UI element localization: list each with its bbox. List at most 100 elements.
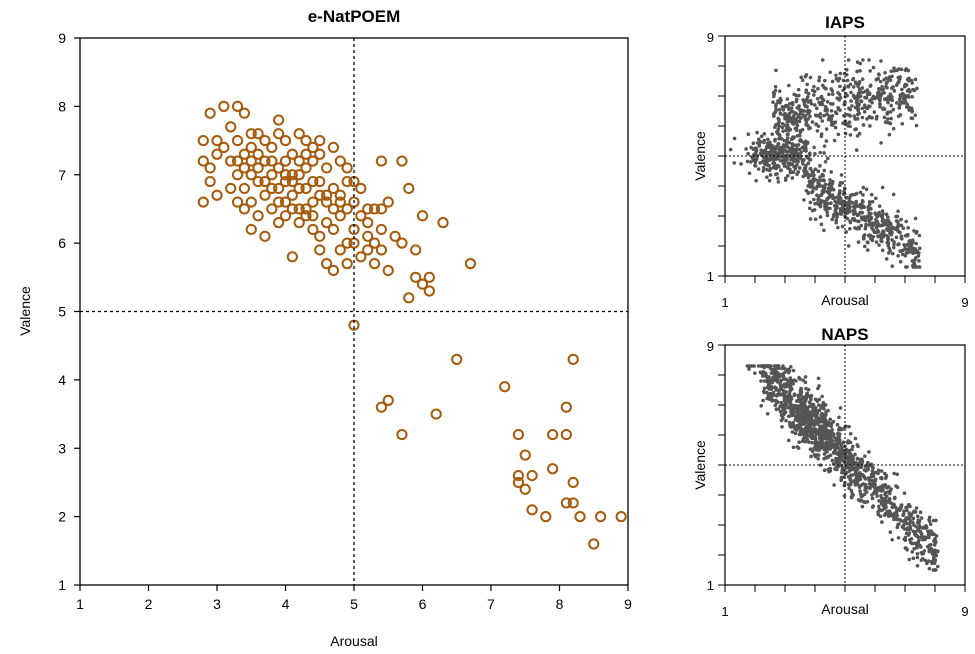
data-point (788, 365, 793, 369)
data-point (816, 86, 820, 91)
data-point (300, 210, 312, 222)
main-y-tick-label: 8 (58, 98, 66, 114)
data-point (858, 499, 863, 503)
data-point (341, 237, 353, 249)
data-point (807, 126, 811, 131)
data-point (749, 160, 753, 164)
data-point (861, 482, 866, 486)
data-point (853, 436, 858, 441)
data-point (878, 508, 883, 513)
data-point (829, 108, 834, 113)
data-point (794, 405, 799, 410)
data-point (847, 448, 852, 453)
data-point (910, 248, 915, 252)
data-point (873, 479, 878, 483)
data-point (437, 217, 449, 229)
data-point (882, 90, 886, 95)
data-point (851, 217, 856, 222)
data-point (777, 136, 781, 141)
data-point (867, 218, 872, 223)
data-point (327, 182, 340, 195)
data-point (895, 101, 899, 105)
data-point (892, 69, 896, 73)
main-x-tick-label: 6 (419, 596, 427, 612)
data-point (211, 134, 223, 147)
data-point (855, 463, 859, 468)
data-point (847, 452, 852, 456)
data-point (375, 244, 387, 256)
data-point (830, 79, 835, 84)
data-point (926, 535, 930, 539)
data-point (831, 196, 835, 201)
data-point (907, 521, 912, 526)
data-point (852, 114, 856, 118)
data-point (858, 94, 863, 98)
data-point (797, 418, 802, 423)
data-point (897, 242, 901, 246)
data-point (886, 237, 890, 242)
main-y-tick-label: 5 (58, 304, 66, 320)
data-point (902, 520, 907, 525)
data-point (853, 452, 857, 457)
data-point (791, 445, 796, 450)
data-point (810, 120, 815, 124)
data-point (732, 136, 737, 141)
data-point (776, 180, 781, 184)
data-point (914, 241, 918, 246)
data-point (797, 104, 801, 108)
data-point (903, 253, 908, 258)
data-point (791, 421, 795, 425)
data-point (863, 454, 867, 458)
data-point (526, 504, 538, 516)
data-point (780, 125, 785, 130)
data-point (828, 417, 833, 422)
data-point (888, 92, 893, 97)
data-point (825, 107, 829, 112)
data-point (786, 166, 790, 170)
naps-x-axis-label: Arousal (821, 601, 868, 617)
data-point (900, 248, 905, 253)
data-point (803, 395, 807, 400)
data-point (321, 162, 333, 174)
data-point (416, 278, 429, 290)
data-point (816, 386, 820, 391)
data-point (423, 271, 435, 283)
data-point (904, 508, 909, 513)
data-point (806, 117, 810, 121)
data-point (832, 138, 837, 143)
data-point (812, 452, 817, 457)
data-point (817, 397, 822, 402)
data-point (813, 434, 818, 439)
data-point (855, 456, 860, 461)
data-point (900, 87, 904, 92)
data-point (830, 181, 835, 186)
data-point (836, 132, 841, 137)
data-point (567, 476, 579, 489)
data-point (816, 453, 821, 457)
data-point (903, 265, 908, 269)
data-point (847, 200, 852, 205)
data-point (225, 121, 237, 133)
data-point (888, 227, 892, 232)
data-point (831, 187, 836, 192)
data-point (851, 208, 855, 213)
data-point (898, 101, 903, 106)
data-point (905, 247, 910, 252)
data-point (833, 121, 837, 125)
data-point (859, 223, 864, 228)
data-point (327, 223, 340, 236)
data-point (792, 152, 796, 156)
data-point (770, 132, 775, 136)
data-point (403, 292, 415, 304)
data-point (756, 137, 761, 141)
data-point (877, 243, 881, 247)
data-point (273, 162, 285, 174)
data-point (777, 89, 782, 93)
data-point (785, 394, 789, 398)
data-point (878, 79, 883, 84)
data-point (789, 425, 794, 429)
data-point (259, 134, 271, 147)
data-point (765, 162, 769, 166)
data-point (836, 225, 840, 230)
data-point (355, 210, 367, 222)
